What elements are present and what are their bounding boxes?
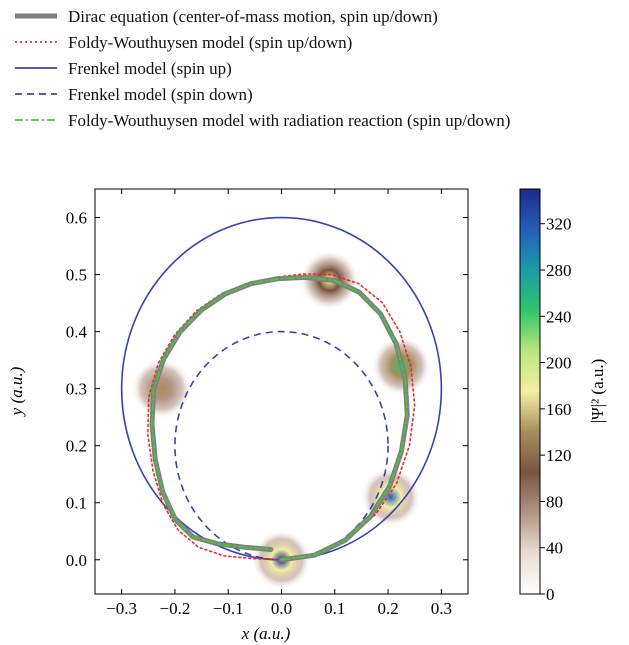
x-tick-label: 0.0 (271, 599, 292, 618)
colorbar-scale (519, 188, 541, 595)
x-axis-label: x (a.u.) (241, 624, 291, 643)
x-tick-label: −0.2 (160, 599, 191, 618)
y-axis-label: y (a.u.) (7, 366, 26, 417)
colorbar-tick-label: 80 (546, 492, 563, 511)
legend-entry: Dirac equation (center-of-mass motion, s… (68, 7, 438, 26)
y-ticks: 0.0 0.1 0.2 0.3 0.4 0.5 0.6 (66, 209, 468, 570)
x-tick-label: −0.3 (106, 599, 137, 618)
y-tick-label: 0.2 (66, 437, 87, 456)
colorbar-tick-label: 120 (546, 446, 572, 465)
legend-entry: Foldy-Wouthuysen model with radiation re… (68, 111, 510, 130)
legend-entry: Frenkel model (spin down) (68, 85, 253, 104)
plot-area: −0.3 −0.2 −0.1 0.0 0.1 0.2 0.3 0.0 0.1 0.2 0.3 0.4… (7, 188, 469, 643)
y-tick-label: 0.3 (66, 380, 87, 399)
x-ticks: −0.3 −0.2 −0.1 0.0 0.1 0.2 0.3 (106, 189, 452, 618)
colorbar-tick-label: 40 (546, 539, 563, 558)
x-tick-label: 0.3 (431, 599, 452, 618)
y-tick-label: 0.0 (66, 551, 87, 570)
legend-entry: Foldy-Wouthuysen model (spin up/down) (68, 33, 352, 52)
colorbar-tick-label: 0 (546, 585, 555, 604)
series-line (151, 276, 409, 561)
x-tick-label: 0.1 (324, 599, 345, 618)
series-layer (120, 216, 443, 563)
density-blob (131, 358, 192, 419)
y-tick-label: 0.6 (66, 209, 87, 228)
colorbar-tick-label: 160 (546, 400, 572, 419)
legend: Dirac equation (center-of-mass motion, s… (15, 7, 510, 130)
colorbar-label: |Ψ|² (a.u.) (588, 359, 607, 424)
y-tick-label: 0.4 (66, 323, 88, 342)
colorbar-tick-label: 280 (546, 261, 572, 280)
y-tick-label: 0.1 (66, 494, 87, 513)
colorbar-tick-label: 200 (546, 354, 572, 373)
colorbar-ticks: 0 40 80 120 160 200 240 280 320 (540, 215, 572, 604)
colorbar: 0 40 80 120 160 200 240 280 320 |Ψ|² (a.u.) (519, 188, 607, 604)
colorbar-tick-label: 320 (546, 215, 572, 234)
y-tick-label: 0.5 (66, 266, 87, 285)
colorbar-tick-label: 240 (546, 307, 572, 326)
x-tick-label: 0.2 (377, 599, 398, 618)
legend-entry: Frenkel model (spin up) (68, 59, 232, 78)
x-tick-label: −0.1 (213, 599, 244, 618)
